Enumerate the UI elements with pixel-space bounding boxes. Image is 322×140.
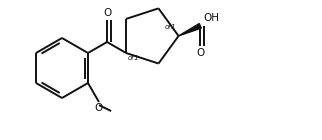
Text: or1: or1	[165, 24, 176, 30]
Text: O: O	[103, 8, 111, 18]
Text: or1: or1	[128, 55, 140, 61]
Text: O: O	[196, 48, 204, 58]
Text: O: O	[95, 103, 103, 113]
Polygon shape	[178, 24, 201, 36]
Text: OH: OH	[203, 13, 219, 23]
